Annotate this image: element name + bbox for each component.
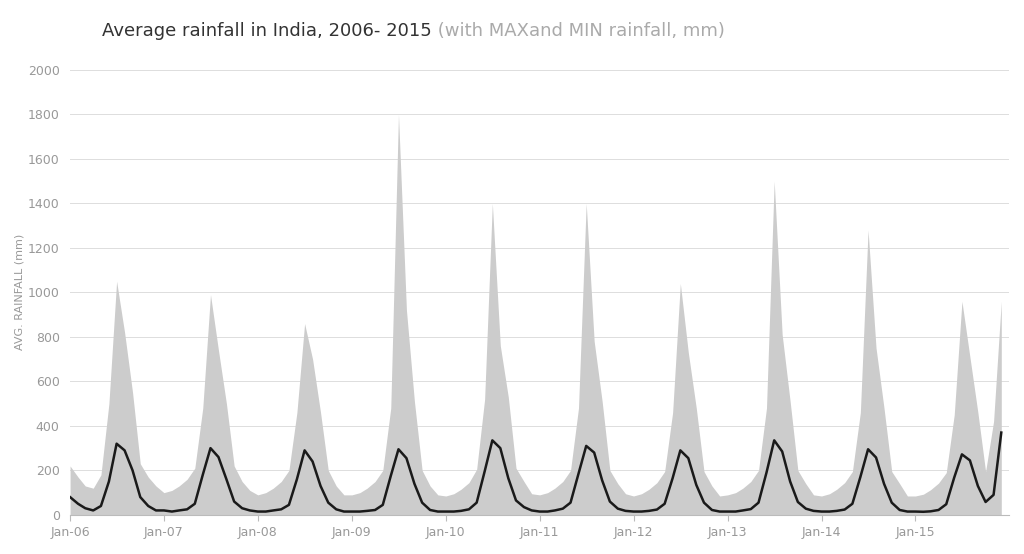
- Text: Average rainfall in India, 2006- 2015: Average rainfall in India, 2006- 2015: [102, 22, 432, 40]
- Text: (with MAXand MIN rainfall, mm): (with MAXand MIN rainfall, mm): [432, 22, 725, 40]
- Y-axis label: AVG. RAINFALL (mm): AVG. RAINFALL (mm): [15, 234, 25, 351]
